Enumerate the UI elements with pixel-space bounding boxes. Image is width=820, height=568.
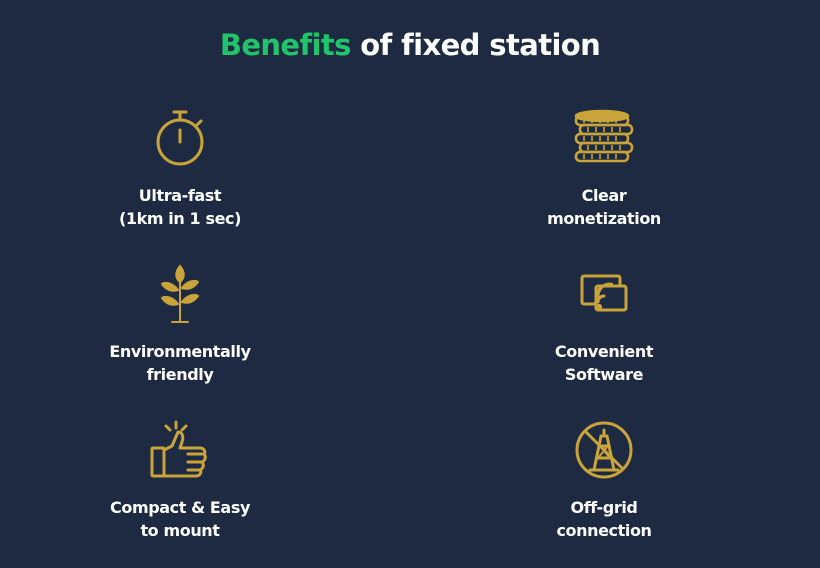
benefit-label-line2: (1km in 1 sec) <box>118 209 242 228</box>
benefit-label-line1: Ultra-fast <box>138 186 222 205</box>
benefit-eco: Environmentally friendly <box>60 262 300 386</box>
benefit-label-line2: to mount <box>140 521 220 540</box>
benefit-label: Environmentally friendly <box>60 340 300 386</box>
coins-stack-icon <box>572 106 636 170</box>
thumbs-up-icon <box>148 418 212 482</box>
benefit-label-line1: Compact & Easy <box>110 498 250 517</box>
page-title: Benefits of fixed station <box>0 28 820 62</box>
plant-icon <box>148 262 212 326</box>
benefit-label-line1: Clear <box>581 186 627 205</box>
benefit-ultra-fast: Ultra-fast (1km in 1 sec) <box>60 106 300 230</box>
benefit-label: Ultra-fast (1km in 1 sec) <box>60 184 300 230</box>
benefit-label-line2: monetization <box>547 209 661 228</box>
benefit-label: Clear monetization <box>484 184 724 230</box>
benefit-software: Convenient Software <box>484 262 724 386</box>
benefit-compact: Compact & Easy to mount <box>60 418 300 542</box>
benefit-label-line2: friendly <box>146 365 214 384</box>
benefit-label-line2: Software <box>564 365 644 384</box>
title-rest: of fixed station <box>350 28 601 62</box>
screen-signal-icon <box>572 262 636 326</box>
benefit-label: Compact & Easy to mount <box>60 496 300 542</box>
stopwatch-icon <box>148 106 212 170</box>
benefit-label-line1: Off-grid <box>570 498 638 517</box>
no-tower-icon <box>572 418 636 482</box>
benefit-label-line1: Convenient <box>554 342 654 361</box>
benefit-off-grid: Off-grid connection <box>484 418 724 542</box>
benefit-label-line2: connection <box>556 521 652 540</box>
benefit-label: Off-grid connection <box>484 496 724 542</box>
benefit-label-line1: Environmentally <box>109 342 251 361</box>
benefit-monetization: Clear monetization <box>484 106 724 230</box>
benefit-label: Convenient Software <box>484 340 724 386</box>
title-accent: Benefits <box>219 28 352 62</box>
